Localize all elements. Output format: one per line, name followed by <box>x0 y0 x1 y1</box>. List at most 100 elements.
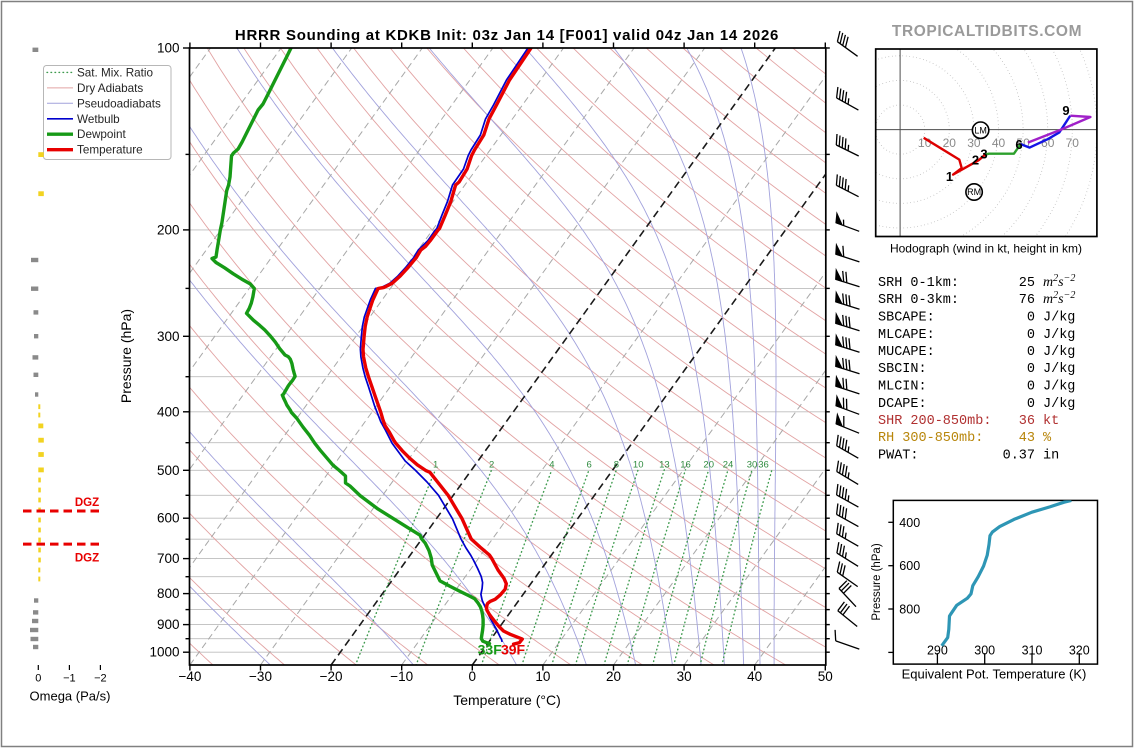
svg-text:13: 13 <box>659 460 670 471</box>
svg-text:50: 50 <box>818 669 833 684</box>
svg-text:9: 9 <box>1062 103 1069 118</box>
svg-text:33F: 33F <box>478 642 503 658</box>
svg-text:−10: −10 <box>390 669 413 684</box>
svg-text:600: 600 <box>157 511 180 526</box>
svg-text:LM: LM <box>974 125 987 135</box>
svg-text:Temperature (°C): Temperature (°C) <box>453 692 561 708</box>
svg-text:Dewpoint: Dewpoint <box>77 128 126 141</box>
svg-text:SRH 0-3km:: SRH 0-3km: <box>878 293 959 308</box>
svg-text:25: 25 <box>1019 276 1035 291</box>
svg-text:10: 10 <box>633 460 644 471</box>
svg-text:SRH 0-1km:: SRH 0-1km: <box>878 276 959 291</box>
svg-text:400: 400 <box>899 516 920 530</box>
svg-text:Temperature: Temperature <box>77 144 143 157</box>
svg-text:200: 200 <box>157 222 180 237</box>
svg-text:6: 6 <box>1015 137 1022 152</box>
svg-text:3: 3 <box>980 147 987 162</box>
svg-text:2: 2 <box>489 460 494 471</box>
svg-text:40: 40 <box>747 669 762 684</box>
svg-text:20: 20 <box>606 669 621 684</box>
svg-text:−1: −1 <box>63 673 76 685</box>
svg-text:6: 6 <box>586 460 591 471</box>
svg-text:RM: RM <box>967 187 981 197</box>
svg-text:0: 0 <box>1027 397 1035 412</box>
svg-text:1: 1 <box>946 169 953 184</box>
svg-text:0: 0 <box>35 673 41 685</box>
svg-text:36: 36 <box>1019 414 1035 429</box>
svg-text:310: 310 <box>1022 644 1043 658</box>
svg-text:Pressure (hPa): Pressure (hPa) <box>871 543 883 621</box>
svg-text:1: 1 <box>433 460 438 471</box>
svg-text:16: 16 <box>680 460 691 471</box>
svg-text:700: 700 <box>157 551 180 566</box>
svg-text:Omega (Pa/s): Omega (Pa/s) <box>30 689 111 704</box>
svg-text:MUCAPE:: MUCAPE: <box>878 345 935 360</box>
svg-text:DCAPE:: DCAPE: <box>878 397 927 412</box>
svg-text:0.37: 0.37 <box>1003 449 1035 464</box>
svg-text:1000: 1000 <box>149 645 179 660</box>
svg-text:300: 300 <box>157 329 180 344</box>
svg-text:24: 24 <box>723 460 734 471</box>
svg-text:800: 800 <box>157 586 180 601</box>
svg-text:RH 300-850mb:: RH 300-850mb: <box>878 431 983 446</box>
svg-text:−30: −30 <box>249 669 272 684</box>
svg-text:800: 800 <box>899 603 920 617</box>
svg-text:−2: −2 <box>94 673 107 685</box>
svg-text:0: 0 <box>1027 380 1035 395</box>
svg-text:HRRR Sounding at KDKB Init: 03: HRRR Sounding at KDKB Init: 03z Jan 14 [… <box>235 27 779 44</box>
svg-text:Wetbulb: Wetbulb <box>77 113 120 126</box>
svg-text:36: 36 <box>758 460 769 471</box>
svg-text:76: 76 <box>1019 293 1035 308</box>
svg-text:500: 500 <box>157 463 180 478</box>
svg-text:0: 0 <box>469 669 477 684</box>
svg-text:0: 0 <box>1027 328 1035 343</box>
svg-text:30: 30 <box>677 669 692 684</box>
svg-text:MLCIN:: MLCIN: <box>878 380 927 395</box>
svg-text:290: 290 <box>927 644 948 658</box>
svg-text:Pseudoadiabats: Pseudoadiabats <box>77 97 161 110</box>
svg-text:100: 100 <box>157 41 180 56</box>
svg-text:2: 2 <box>972 153 979 168</box>
svg-text:J/kg: J/kg <box>1043 397 1075 412</box>
svg-text:J/kg: J/kg <box>1043 380 1075 395</box>
svg-text:−20: −20 <box>320 669 343 684</box>
svg-text:SBCAPE:: SBCAPE: <box>878 311 935 326</box>
svg-text:43: 43 <box>1019 431 1035 446</box>
svg-text:Pressure (hPa): Pressure (hPa) <box>118 309 134 403</box>
svg-text:10: 10 <box>535 669 550 684</box>
svg-text:kt: kt <box>1043 414 1059 429</box>
svg-text:900: 900 <box>157 617 180 632</box>
svg-text:MLCAPE:: MLCAPE: <box>878 328 935 343</box>
svg-text:20: 20 <box>703 460 714 471</box>
svg-text:−40: −40 <box>178 669 201 684</box>
svg-text:Sat. Mix. Ratio: Sat. Mix. Ratio <box>77 66 153 79</box>
svg-text:TROPICALTIDBITS.COM: TROPICALTIDBITS.COM <box>892 23 1082 40</box>
svg-text:Hodograph (wind in kt, height: Hodograph (wind in kt, height in km) <box>890 242 1082 256</box>
svg-text:J/kg: J/kg <box>1043 328 1075 343</box>
svg-text:8: 8 <box>614 460 619 471</box>
svg-text:J/kg: J/kg <box>1043 345 1075 360</box>
svg-text:SBCIN:: SBCIN: <box>878 362 927 377</box>
svg-text:600: 600 <box>899 559 920 573</box>
svg-text:DGZ: DGZ <box>75 553 99 565</box>
svg-text:Equivalent Pot. Temperature (K: Equivalent Pot. Temperature (K) <box>902 667 1087 682</box>
svg-text:0: 0 <box>1027 311 1035 326</box>
svg-text:Dry Adiabats: Dry Adiabats <box>77 82 143 95</box>
svg-text:20: 20 <box>943 136 957 150</box>
svg-text:PWAT:: PWAT: <box>878 449 919 464</box>
svg-text:J/kg: J/kg <box>1043 362 1075 377</box>
svg-text:39F: 39F <box>501 642 526 658</box>
svg-text:DGZ: DGZ <box>75 497 99 509</box>
svg-text:0: 0 <box>1027 345 1035 360</box>
svg-text:70: 70 <box>1066 136 1080 150</box>
svg-text:0: 0 <box>1027 362 1035 377</box>
svg-text:400: 400 <box>157 404 180 419</box>
svg-text:4: 4 <box>549 460 554 471</box>
svg-text:SHR 200-850mb:: SHR 200-850mb: <box>878 414 991 429</box>
svg-text:320: 320 <box>1069 644 1090 658</box>
svg-text:%: % <box>1043 431 1052 446</box>
svg-text:300: 300 <box>974 644 995 658</box>
svg-text:30: 30 <box>747 460 758 471</box>
svg-text:J/kg: J/kg <box>1043 311 1075 326</box>
svg-text:40: 40 <box>992 136 1006 150</box>
